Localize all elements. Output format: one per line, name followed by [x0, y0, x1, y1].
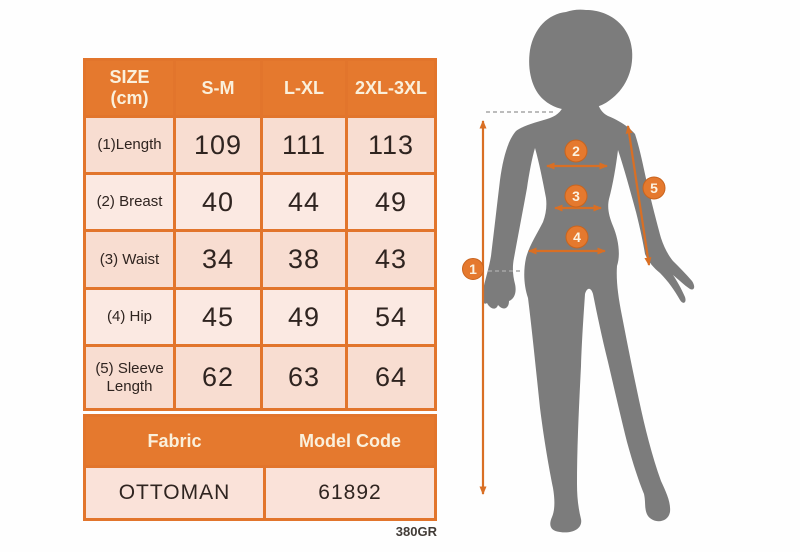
- table-cell: 64: [348, 347, 434, 408]
- row-label-breast: (2) Breast: [86, 175, 173, 229]
- table-cell: 109: [176, 118, 260, 172]
- size-cm-header-cell: SIZE (cm): [86, 61, 173, 115]
- table-cell: 62: [176, 347, 260, 408]
- fabric-model-table: Fabric Model Code OTTOMAN 61892: [83, 414, 437, 521]
- marker-badge-3: 3: [564, 184, 588, 208]
- column-header-s-m: S-M: [176, 61, 260, 115]
- sleeve-arrow: [625, 125, 652, 266]
- table-cell: 38: [263, 232, 345, 287]
- table-cell: 49: [263, 290, 345, 344]
- female-silhouette: [482, 9, 695, 533]
- table-cell: 111: [263, 118, 345, 172]
- marker-number-1: 1: [469, 261, 477, 277]
- size-table-body: (1)Length 109 111 113 (2) Breast 40 44 4…: [86, 115, 434, 408]
- table-cell: 54: [348, 290, 434, 344]
- column-header-2xl-3xl: 2XL-3XL: [348, 61, 434, 115]
- fabric-model-header: Fabric Model Code: [86, 417, 434, 465]
- table-cell: 63: [263, 347, 345, 408]
- table-cell: 44: [263, 175, 345, 229]
- size-table-header: SIZE (cm) S-M L-XL 2XL-3XL: [86, 61, 434, 115]
- table-cell: 45: [176, 290, 260, 344]
- table-cell: 34: [176, 232, 260, 287]
- marker-number-4: 4: [573, 229, 581, 245]
- marker-badge-5: 5: [642, 176, 666, 200]
- marker-badge-2: 2: [564, 139, 588, 163]
- row-label-waist: (3) Waist: [86, 232, 173, 287]
- size-table: SIZE (cm) S-M L-XL 2XL-3XL (1)Length 109…: [83, 58, 437, 411]
- table-cell: 49: [348, 175, 434, 229]
- table-cell: 43: [348, 232, 434, 287]
- row-label-length: (1)Length: [86, 118, 173, 172]
- marker-number-5: 5: [650, 180, 658, 196]
- table-cell: 113: [348, 118, 434, 172]
- weight-footnote: 380GR: [395, 524, 437, 539]
- model-code-header-cell: Model Code: [266, 417, 434, 465]
- fabric-header-cell: Fabric: [86, 417, 263, 465]
- marker-badge-4: 4: [565, 225, 589, 249]
- marker-number-2: 2: [572, 143, 580, 159]
- row-label-hip: (4) Hip: [86, 290, 173, 344]
- column-header-l-xl: L-XL: [263, 61, 345, 115]
- table-cell: 40: [176, 175, 260, 229]
- fabric-value-cell: OTTOMAN: [86, 468, 263, 518]
- marker-badge-1: 1: [462, 258, 484, 280]
- row-label-sleeve-length: (5) Sleeve Length: [86, 347, 173, 408]
- fabric-model-values: OTTOMAN 61892: [86, 465, 434, 518]
- marker-number-3: 3: [572, 188, 580, 204]
- model-code-value-cell: 61892: [266, 468, 434, 518]
